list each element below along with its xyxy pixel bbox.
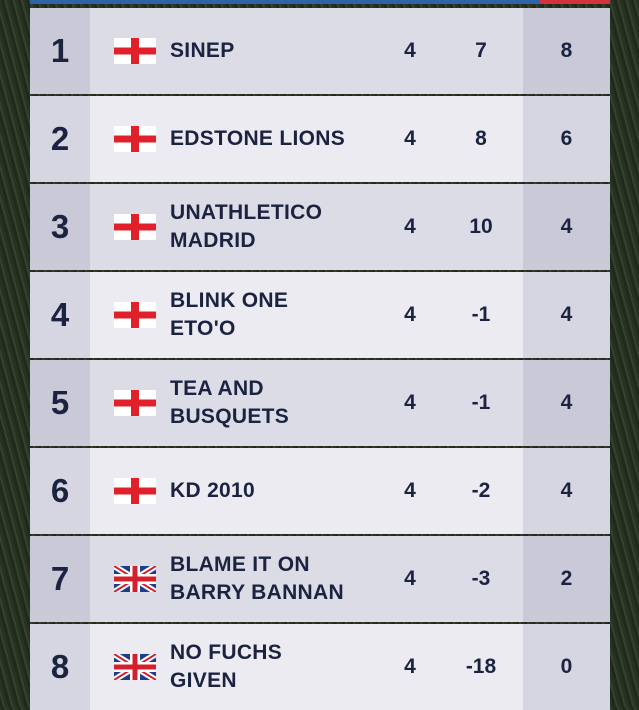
points: 2: [523, 536, 610, 622]
goal-difference: -1: [471, 391, 491, 414]
position: 7: [30, 536, 90, 622]
flag: [114, 390, 156, 416]
team-name-line: BLAME IT ON: [170, 553, 310, 576]
team-name-line: TEA AND: [170, 377, 264, 400]
table-row: 8 NO FUCHS GIVEN 4 -18 0: [30, 624, 610, 710]
table-row: 1 SINEP 4 7 8: [30, 8, 610, 94]
points: 0: [523, 624, 610, 710]
team-name-line: KD 2010: [170, 479, 255, 502]
points: 4: [523, 360, 610, 446]
team-name-line: ETO'O: [170, 317, 236, 340]
points: 8: [523, 8, 610, 94]
team-name-line: BLINK ONE: [170, 289, 289, 312]
team-name: NO FUCHS GIVEN: [170, 624, 390, 710]
flag: [114, 566, 156, 592]
flag: [114, 214, 156, 240]
table-row: 4 BLINK ONE ETO'O 4 -1 4: [30, 272, 610, 358]
played: 4: [404, 39, 416, 62]
team-name-line: GIVEN: [170, 669, 237, 692]
goal-difference: -18: [465, 655, 497, 678]
table-row: 3 UNATHLETICO MADRID 4 10 4: [30, 184, 610, 270]
flag: [114, 478, 156, 504]
team-name-line: SINEP: [170, 39, 235, 62]
played: 4: [404, 391, 416, 414]
table-row: 5 TEA AND BUSQUETS 4 -1 4: [30, 360, 610, 446]
team-name-line: UNATHLETICO: [170, 201, 323, 224]
position: 5: [30, 360, 90, 446]
table-row: 2 EDSTONE LIONS 4 8 6: [30, 96, 610, 182]
team-name-line: NO FUCHS: [170, 641, 283, 664]
played: 4: [404, 127, 416, 150]
flag: [114, 654, 156, 680]
position: 1: [30, 8, 90, 94]
position: 4: [30, 272, 90, 358]
goal-difference: -1: [471, 303, 491, 326]
team-name: KD 2010: [170, 448, 390, 534]
table-row: 6 KD 2010 4 -2 4: [30, 448, 610, 534]
played: 4: [404, 479, 416, 502]
played: 4: [404, 303, 416, 326]
flag: [114, 126, 156, 152]
top-bar-accent: [540, 0, 610, 4]
team-name-line: BARRY BANNAN: [170, 581, 344, 604]
team-name-line: BUSQUETS: [170, 405, 290, 428]
goal-difference: -3: [471, 567, 491, 590]
team-name-line: MADRID: [170, 229, 256, 252]
goal-difference: 7: [475, 39, 487, 62]
team-name: UNATHLETICO MADRID: [170, 184, 390, 270]
team-name: BLAME IT ON BARRY BANNAN: [170, 536, 390, 622]
top-bar: [30, 0, 610, 4]
points: 6: [523, 96, 610, 182]
played: 4: [404, 215, 416, 238]
position: 2: [30, 96, 90, 182]
table-row: 7 BLAME IT ON BARRY BANNAN 4 -3 2: [30, 536, 610, 622]
goal-difference: 8: [475, 127, 487, 150]
flag: [114, 302, 156, 328]
goal-difference: -2: [471, 479, 491, 502]
played: 4: [404, 655, 416, 678]
team-name-line: EDSTONE LIONS: [170, 127, 346, 150]
points: 4: [523, 448, 610, 534]
position: 3: [30, 184, 90, 270]
played: 4: [404, 567, 416, 590]
team-name: EDSTONE LIONS: [170, 96, 390, 182]
points: 4: [523, 272, 610, 358]
team-name: TEA AND BUSQUETS: [170, 360, 390, 446]
team-name: BLINK ONE ETO'O: [170, 272, 390, 358]
points: 4: [523, 184, 610, 270]
flag: [114, 38, 156, 64]
position: 8: [30, 624, 90, 710]
team-name: SINEP: [170, 8, 390, 94]
goal-difference: 10: [469, 215, 493, 238]
position: 6: [30, 448, 90, 534]
